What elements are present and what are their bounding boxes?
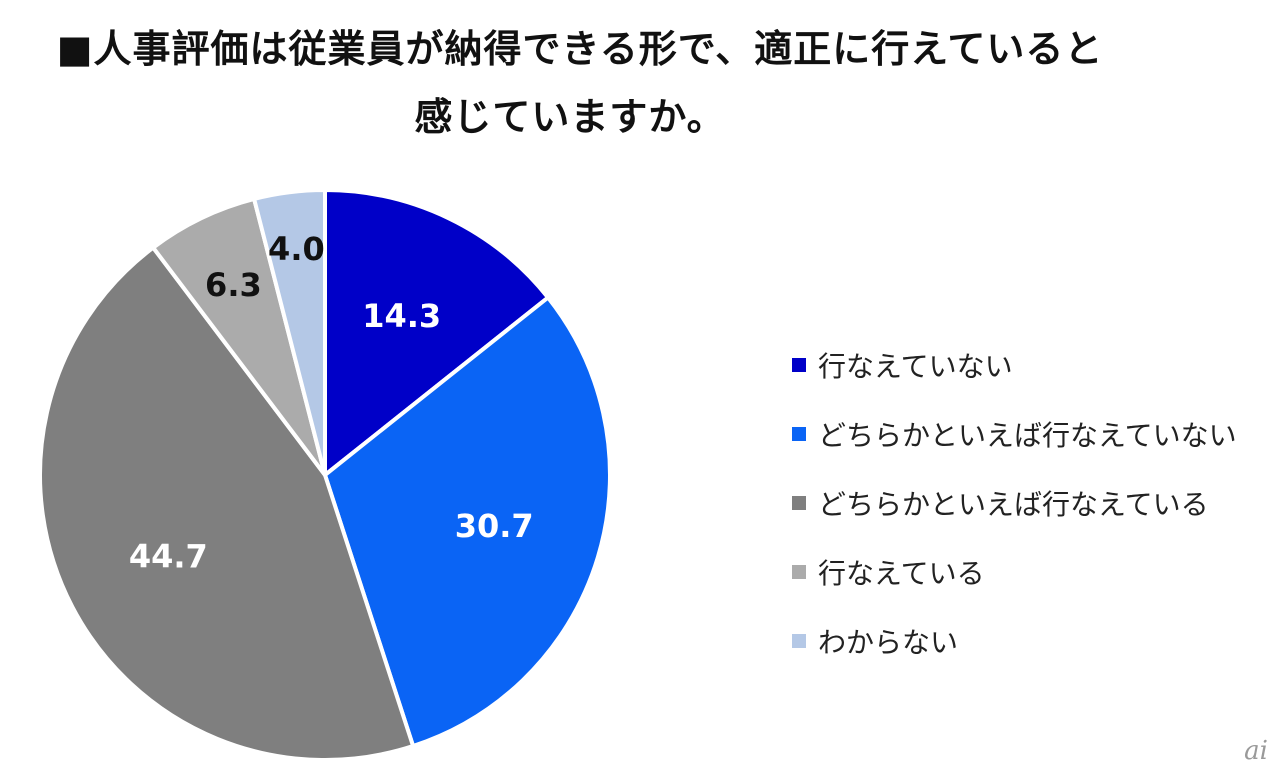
legend-item-not-done: 行なえていない [792,330,1237,399]
legend-label-somewhat-done: どちらかといえば行なえている [818,487,1209,521]
legend-label-done: 行なえている [818,556,985,590]
chart-title-line2: 感じていますか。 [414,95,726,139]
data-label-somewhat-not-done: 30.7 [455,507,534,545]
chart-title-line1: ■人事評価は従業員が納得できる形で、適正に行えていると [56,27,1104,71]
legend-item-somewhat-not-done: どちらかといえば行なえていない [792,399,1237,468]
legend-item-done: 行なえている [792,537,1237,606]
legend-item-unknown: わからない [792,606,1237,675]
legend: 行なえていない どちらかといえば行なえていない どちらかといえば行なえている 行… [792,330,1237,675]
legend-swatch-not-done [792,357,806,372]
legend-label-unknown: わからない [818,625,959,659]
legend-swatch-unknown [792,633,806,648]
pie-slice-somewhat-done [38,245,416,762]
legend-swatch-done [792,564,806,579]
legend-swatch-somewhat-not-done [792,426,806,441]
legend-item-somewhat-done: どちらかといえば行なえている [792,468,1237,537]
pie-slice-done [151,196,327,477]
pie-slice-unknown [252,188,327,477]
data-label-unknown: 4.0 [268,230,325,268]
pie-slice-somewhat-not-done [323,295,612,749]
legend-label-not-done: 行なえていない [818,349,1013,383]
watermark-logo: ai [1244,736,1268,766]
legend-swatch-somewhat-done [792,495,806,510]
legend-label-somewhat-not-done: どちらかといえば行なえていない [818,418,1237,452]
pie-slice-not-done [323,188,550,477]
data-label-done: 6.3 [205,266,262,304]
data-label-not-done: 14.3 [362,297,441,335]
data-label-somewhat-done: 44.7 [129,538,208,576]
